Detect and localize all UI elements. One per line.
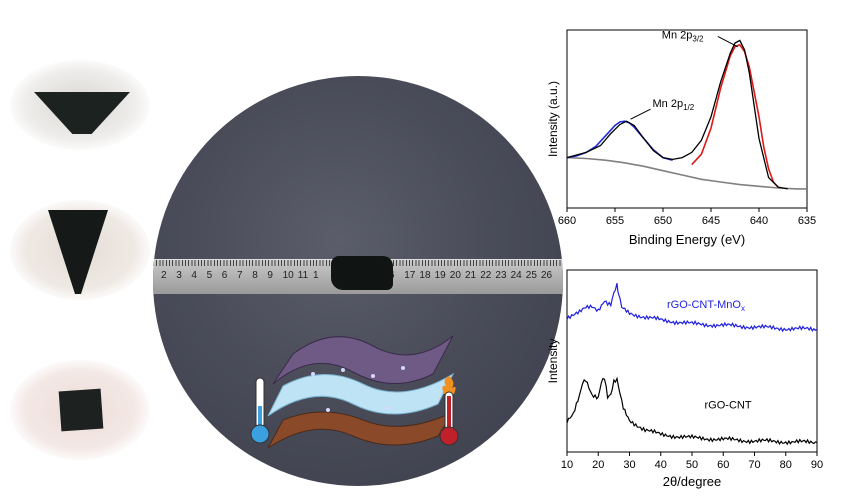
x-tick-label: 50 — [686, 459, 698, 471]
x-tick-label: 40 — [655, 459, 667, 471]
layered-sheets-icon — [267, 335, 455, 449]
series-line — [691, 43, 779, 188]
ruler-number: 9 — [267, 270, 273, 281]
x-tick-label: 640 — [750, 215, 768, 227]
annotation-arrow — [630, 108, 651, 120]
ruler-number: 7 — [237, 270, 243, 281]
x-axis-label: 2θ/degree — [663, 474, 722, 489]
annotation-mn2p12: Mn 2p1/2 — [653, 98, 695, 112]
annotation-mn2p32: Mn 2p3/2 — [662, 29, 704, 43]
ruler-number: 1 — [313, 270, 319, 281]
x-tick-label: 655 — [606, 215, 624, 227]
series-line — [566, 283, 818, 333]
x-tick-label: 20 — [592, 459, 604, 471]
ruler-number: 10 — [282, 270, 294, 281]
photo-film-sample-triangle — [10, 200, 150, 300]
ruler-number: 23 — [495, 270, 507, 281]
x-tick-label: 650 — [654, 215, 672, 227]
ruler-number: 22 — [480, 270, 492, 281]
annotation-sub: 3/2 — [692, 34, 704, 43]
film-on-ruler — [331, 256, 393, 290]
ruler-number: 2 — [161, 270, 167, 281]
annotation-arrow — [717, 35, 739, 48]
x-tick-label: 90 — [811, 459, 823, 471]
photo-film-with-ruler: 2345678910111617181920212223242526 — [153, 76, 563, 486]
x-axis-label: Binding Energy (eV) — [629, 232, 745, 247]
ruler-number: 18 — [419, 270, 431, 281]
x-tick-label: 10 — [561, 459, 573, 471]
ruler-number: 11 — [297, 270, 309, 281]
x-tick-label: 60 — [717, 459, 729, 471]
thermometer-cold-icon — [250, 377, 270, 444]
ruler-number: 26 — [541, 270, 553, 281]
ruler-number: 21 — [465, 270, 477, 281]
x-tick-label: 80 — [780, 459, 792, 471]
ruler-number: 4 — [191, 270, 197, 281]
film-piece — [48, 210, 108, 294]
xps-mn2p-chart: 660 655 650 645 640 635 Binding Energy (eV) Int… — [546, 29, 816, 247]
film-piece — [34, 92, 130, 134]
photo-film-sample-square — [10, 360, 150, 460]
y-axis-label: Intensity (a.u.) — [546, 81, 560, 157]
x-tick-label: 70 — [748, 459, 760, 471]
thermometer-hot-icon — [439, 376, 459, 446]
film-piece — [58, 388, 104, 432]
x-tick-label: 645 — [702, 215, 720, 227]
x-tick-label: 660 — [558, 215, 576, 227]
x-tick-label: 635 — [798, 215, 816, 227]
ruler-number: 3 — [176, 270, 182, 281]
ruler-number: 25 — [525, 270, 537, 281]
ruler-numbers: 2345678910111617181920212223242526 — [161, 270, 561, 284]
x-tick-label: 30 — [623, 459, 635, 471]
ruler-number: 20 — [449, 270, 461, 281]
series-label-sub: x — [741, 304, 745, 313]
ruler-number: 8 — [252, 270, 258, 281]
series-line — [566, 376, 818, 446]
ruler-number: 5 — [206, 270, 213, 281]
plot-frame — [566, 29, 808, 209]
ruler-number: 19 — [434, 270, 446, 281]
ruler-number: 6 — [221, 270, 228, 281]
series-line — [566, 120, 673, 161]
series-label-rgo-cnt-mnox: rGO-CNT-MnOx — [667, 299, 745, 313]
plot-frame — [566, 269, 818, 453]
annotation-sub: 1/2 — [683, 103, 695, 112]
ruler-number: 17 — [404, 270, 416, 281]
y-axis-label: Intensity — [546, 339, 560, 384]
series-line — [566, 39, 788, 190]
series-label-rgo-cnt: rGO-CNT — [705, 399, 752, 411]
ruler-number: 24 — [510, 270, 522, 281]
photo-film-sample-top — [10, 60, 150, 150]
series-line — [566, 156, 807, 190]
xrd-chart: 10 20 30 40 50 60 70 80 90 2θ/degree Intensity rGO-… — [546, 269, 823, 489]
